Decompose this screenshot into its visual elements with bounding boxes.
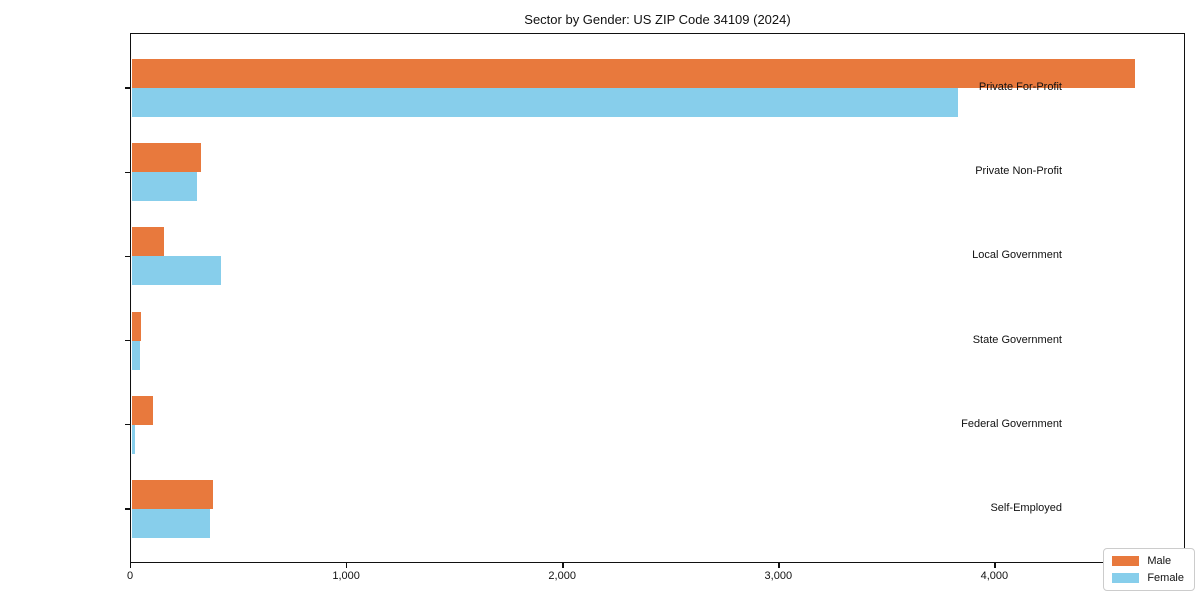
y-tick-label: State Government bbox=[972, 333, 1062, 346]
legend-entry-female: Female bbox=[1112, 572, 1184, 584]
y-tick-mark bbox=[125, 171, 130, 173]
chart-title: Sector by Gender: US ZIP Code 34109 (202… bbox=[524, 12, 791, 27]
bar-male-4 bbox=[132, 395, 154, 425]
y-tick-mark bbox=[125, 339, 130, 342]
bar-female-4 bbox=[132, 424, 135, 454]
plot-area bbox=[130, 33, 1185, 563]
x-tick-mark bbox=[562, 563, 564, 568]
x-tick-mark bbox=[346, 563, 348, 568]
legend-entry-male: Male bbox=[1112, 555, 1184, 567]
bar-female-5 bbox=[132, 509, 211, 538]
bar-male-2 bbox=[132, 227, 164, 257]
x-tick-mark bbox=[778, 563, 780, 568]
legend-label-male: Male bbox=[1147, 555, 1172, 567]
y-tick-mark bbox=[125, 424, 130, 426]
x-tick-mark bbox=[994, 563, 996, 568]
y-tick-label: Private Non-Profit bbox=[975, 165, 1062, 178]
y-tick-mark bbox=[125, 255, 130, 258]
bar-male-5 bbox=[132, 480, 213, 509]
x-tick-label: 1,000 bbox=[332, 570, 360, 582]
bar-female-2 bbox=[132, 256, 221, 286]
male-series-swatch bbox=[1112, 556, 1140, 566]
bar-male-1 bbox=[132, 143, 202, 173]
x-tick-label: 4,000 bbox=[980, 570, 1009, 582]
y-tick-label: Federal Government bbox=[961, 417, 1062, 430]
bar-female-1 bbox=[132, 172, 197, 202]
y-tick-label: Self-Employed bbox=[990, 502, 1062, 514]
y-tick-mark bbox=[125, 87, 130, 89]
bar-female-3 bbox=[132, 340, 140, 370]
legend: Male Female bbox=[1103, 548, 1195, 591]
x-tick-label: 2,000 bbox=[548, 570, 576, 582]
female-series-swatch bbox=[1112, 573, 1140, 583]
y-tick-label: Local Government bbox=[972, 249, 1062, 262]
x-tick-label: 3,000 bbox=[764, 570, 793, 582]
y-tick-mark bbox=[125, 508, 130, 510]
y-tick-label: Private For-Profit bbox=[978, 81, 1062, 93]
bar-female-0 bbox=[132, 88, 959, 117]
bar-male-3 bbox=[132, 311, 142, 341]
bar-male-0 bbox=[132, 59, 1135, 88]
x-tick-mark bbox=[130, 563, 132, 568]
x-tick-label: 0 bbox=[126, 570, 134, 582]
legend-label-female: Female bbox=[1147, 572, 1184, 584]
